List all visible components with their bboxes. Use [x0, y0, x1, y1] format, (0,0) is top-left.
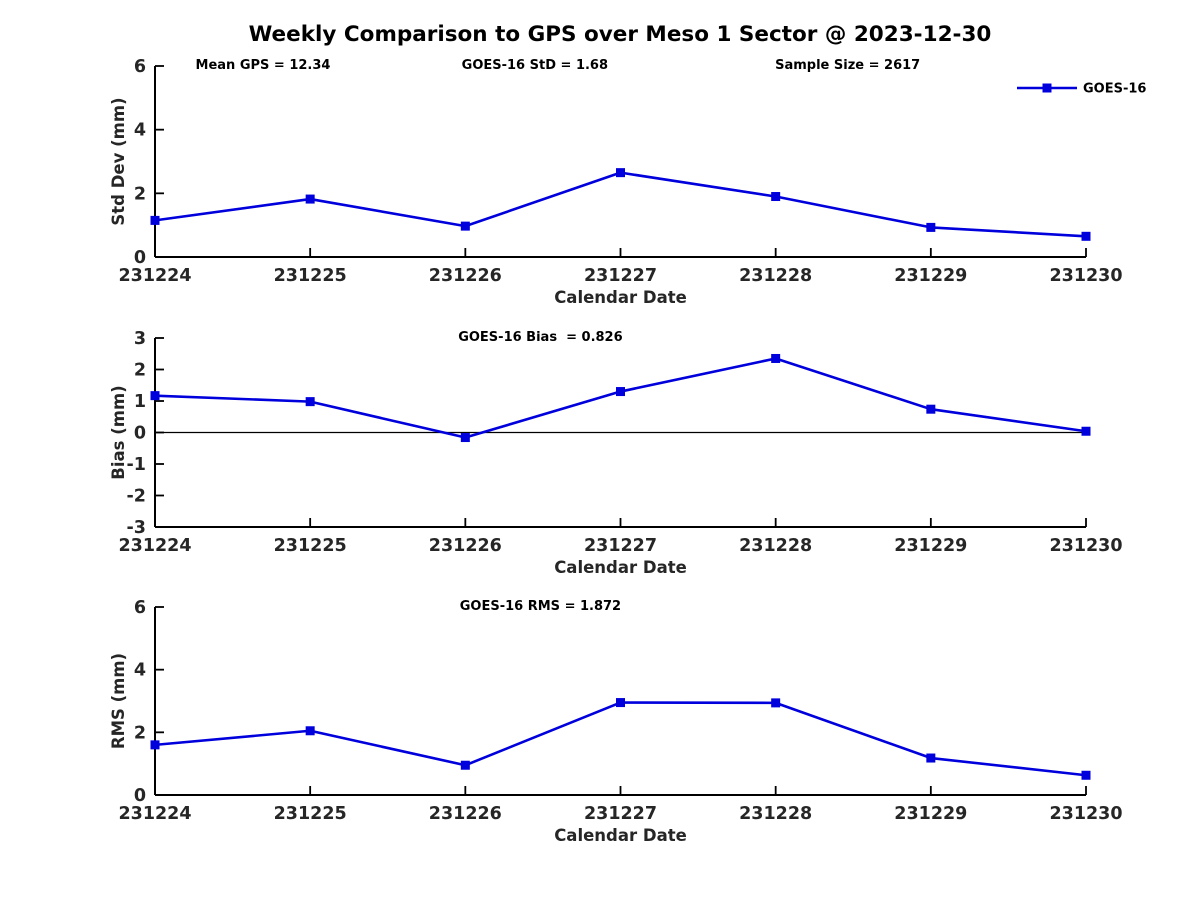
- data-point-marker: [150, 215, 160, 225]
- data-point-marker: [305, 397, 315, 407]
- data-point-marker: [1081, 770, 1091, 780]
- x-tick-label: 231228: [739, 804, 812, 824]
- x-tick-label: 231225: [274, 804, 347, 824]
- data-point-marker: [771, 698, 781, 708]
- data-point-marker: [926, 404, 936, 414]
- y-tick-label: 2: [134, 723, 146, 743]
- y-tick-label: -1: [127, 455, 146, 475]
- x-tick-label: 231229: [894, 536, 967, 556]
- x-tick-label: 231225: [274, 536, 347, 556]
- data-point-marker: [616, 698, 625, 708]
- y-tick-label: 0: [134, 424, 146, 444]
- x-axis-title: Calendar Date: [554, 558, 687, 577]
- data-point-marker: [926, 753, 936, 763]
- data-point-marker: [1081, 426, 1091, 436]
- y-tick-label: 6: [134, 598, 146, 618]
- x-tick-label: 231229: [894, 804, 967, 824]
- subplot-1: 0 2 4 6 231224 231225 231226 231227 231228 231229…: [109, 57, 1146, 307]
- legend-label: GOES-16: [1083, 82, 1146, 97]
- y-tick-label: 3: [134, 329, 146, 349]
- data-point-marker: [771, 353, 781, 363]
- data-point-marker: [460, 221, 470, 231]
- data-point-marker: [305, 194, 315, 204]
- y-tick-label: 4: [134, 121, 146, 141]
- x-tick-label: 231228: [739, 536, 812, 556]
- y-tick-label: 0: [134, 248, 146, 268]
- x-axis-title: Calendar Date: [554, 288, 687, 307]
- y-tick-label: 6: [134, 57, 146, 77]
- x-tick-label: 231225: [274, 266, 347, 286]
- y-tick-label: 0: [134, 786, 146, 806]
- data-point-marker: [305, 726, 315, 736]
- legend-marker: [1042, 83, 1052, 93]
- x-tick-label: 231227: [584, 804, 657, 824]
- y-axis-title: Std Dev (mm): [109, 97, 128, 225]
- x-tick-label: 231230: [1049, 804, 1122, 824]
- series-line-goes-16: [154, 357, 1087, 439]
- x-tick-label: 231230: [1049, 266, 1122, 286]
- stat-annotation: GOES-16 RMS = 1.872: [460, 599, 621, 614]
- x-tick-label: 231229: [894, 266, 967, 286]
- y-tick-label: 2: [134, 361, 146, 381]
- y-tick-label: 4: [134, 661, 146, 681]
- figure-title: Weekly Comparison to GPS over Meso 1 Sec…: [249, 22, 992, 47]
- y-tick-label: 2: [134, 184, 146, 204]
- x-tick-label: 231227: [584, 536, 657, 556]
- y-axis-title: RMS (mm): [109, 653, 128, 749]
- series-line-goes-16: [154, 171, 1087, 238]
- data-point-marker: [616, 168, 625, 178]
- x-tick-label: 231228: [739, 266, 812, 286]
- stat-annotation: Sample Size = 2617: [775, 58, 920, 73]
- subplot-2: -3 -2 -1 0 1 2 3 231224 231225 231226 231227 231228…: [109, 329, 1123, 577]
- data-point-marker: [616, 387, 625, 397]
- data-point-marker: [926, 222, 936, 232]
- data-point-marker: [1081, 231, 1091, 241]
- x-axis-title: Calendar Date: [554, 826, 687, 845]
- x-tick-label: 231227: [584, 266, 657, 286]
- stat-annotation: Mean GPS = 12.34: [196, 58, 331, 73]
- stat-annotation: GOES-16 Bias = 0.826: [458, 330, 622, 345]
- x-tick-label: 231226: [429, 266, 502, 286]
- y-tick-label: -2: [127, 487, 146, 507]
- series-line-goes-16: [154, 701, 1087, 777]
- x-tick-label: 231224: [118, 536, 191, 556]
- x-tick-label: 231226: [429, 536, 502, 556]
- data-point-marker: [460, 760, 470, 770]
- x-tick-label: 231226: [429, 804, 502, 824]
- legend: GOES-16: [1017, 82, 1146, 97]
- stat-annotation: GOES-16 StD = 1.68: [462, 58, 608, 73]
- y-tick-label: -3: [127, 518, 146, 538]
- data-point-marker: [460, 433, 470, 443]
- x-tick-label: 231230: [1049, 536, 1122, 556]
- data-point-marker: [150, 740, 160, 750]
- x-tick-label: 231224: [118, 266, 191, 286]
- data-point-marker: [150, 391, 160, 401]
- data-point-marker: [771, 192, 781, 202]
- subplot-3: 0 2 4 6 231224 231225 231226 231227 231228 231229…: [109, 598, 1123, 845]
- x-tick-label: 231224: [118, 804, 191, 824]
- y-axis-title: Bias (mm): [109, 385, 128, 479]
- subplots-group: 0 2 4 6 231224 231225 231226 231227 231228 231229…: [109, 57, 1146, 845]
- y-tick-label: 1: [134, 392, 146, 412]
